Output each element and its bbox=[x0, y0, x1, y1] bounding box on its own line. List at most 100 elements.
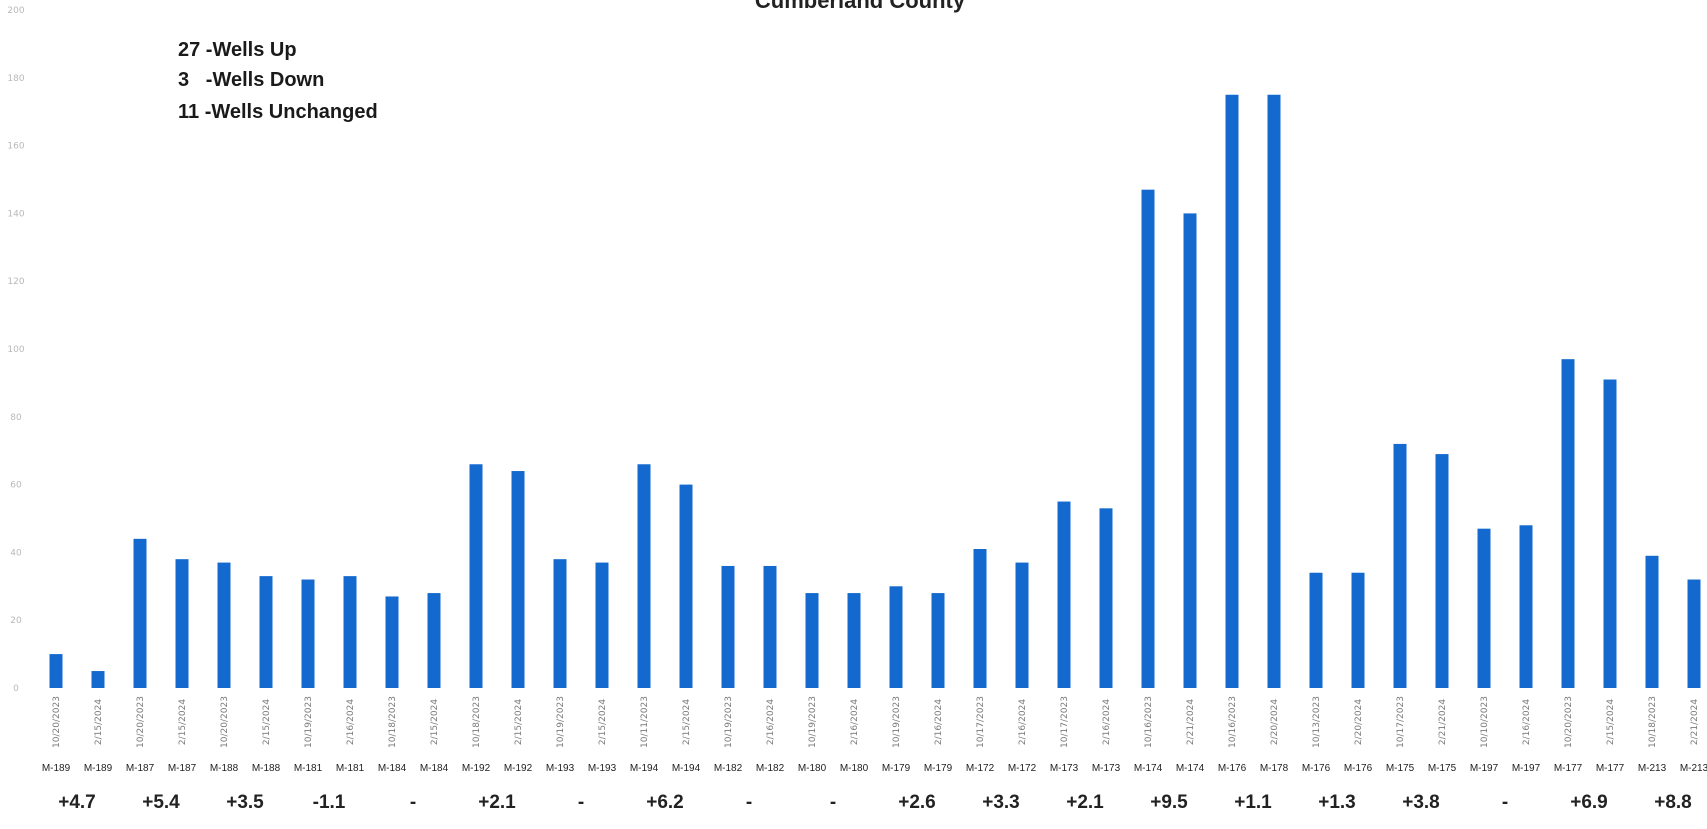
date-label: 2/15/2024 bbox=[1606, 699, 1616, 745]
well-label: M-180 bbox=[798, 763, 827, 774]
date-label: 10/18/2023 bbox=[472, 696, 482, 748]
date-label: 10/19/2023 bbox=[808, 696, 818, 748]
date-label: 10/18/2023 bbox=[388, 696, 398, 748]
bar bbox=[721, 565, 735, 688]
bar bbox=[217, 562, 231, 688]
change-label: +2.1 bbox=[1066, 792, 1104, 813]
bar bbox=[91, 671, 105, 688]
legend-wells-up: 27 -Wells Up bbox=[178, 39, 297, 61]
well-label: M-213 bbox=[1638, 763, 1667, 774]
change-label: - bbox=[410, 792, 416, 813]
legend-wells-down: 3 -Wells Down bbox=[178, 69, 324, 91]
bar bbox=[973, 549, 987, 688]
y-tick-label: 160 bbox=[7, 142, 24, 152]
bar bbox=[679, 484, 693, 688]
date-label: 10/17/2023 bbox=[976, 696, 986, 748]
bar bbox=[1099, 508, 1113, 688]
bar bbox=[1435, 454, 1449, 688]
date-label: 2/16/2024 bbox=[934, 699, 944, 745]
bar bbox=[301, 579, 315, 688]
y-tick-label: 120 bbox=[7, 277, 24, 287]
date-label: 10/17/2023 bbox=[1396, 696, 1406, 748]
date-label: 2/20/2024 bbox=[1270, 699, 1280, 745]
change-label: +4.7 bbox=[58, 792, 96, 813]
date-label: 10/16/2023 bbox=[1228, 696, 1238, 748]
well-label: M-189 bbox=[84, 763, 113, 774]
bar bbox=[1267, 94, 1281, 688]
change-label: -1.1 bbox=[313, 792, 346, 813]
well-label: M-172 bbox=[966, 763, 995, 774]
legend: 27 -Wells Up 3 -Wells Down 11 -Wells Unc… bbox=[178, 39, 378, 123]
change-label: +3.5 bbox=[226, 792, 264, 813]
bar bbox=[1519, 525, 1533, 688]
well-label: M-192 bbox=[504, 763, 533, 774]
well-label: M-180 bbox=[840, 763, 869, 774]
well-label: M-175 bbox=[1386, 763, 1415, 774]
bar bbox=[1141, 189, 1155, 689]
date-label: 2/15/2024 bbox=[682, 699, 692, 745]
date-label: 10/19/2023 bbox=[556, 696, 566, 748]
well-label: M-178 bbox=[1260, 763, 1289, 774]
bar bbox=[427, 593, 441, 688]
date-label: 2/16/2024 bbox=[850, 699, 860, 745]
well-label: M-172 bbox=[1008, 763, 1037, 774]
change-label: - bbox=[578, 792, 584, 813]
well-label: M-187 bbox=[126, 763, 155, 774]
well-label: M-194 bbox=[630, 763, 659, 774]
y-axis: 0 20 40 60 80 100 120 140 160 180 200 bbox=[7, 6, 24, 694]
well-label: M-176 bbox=[1302, 763, 1331, 774]
bar bbox=[259, 576, 273, 688]
change-label: - bbox=[830, 792, 836, 813]
well-label: M-176 bbox=[1218, 763, 1247, 774]
change-labels: +4.7 +5.4 +3.5 -1.1 - +2.1 - +6.2 - - +2.6 +3.3 +2.1… bbox=[58, 792, 1692, 813]
date-label: 2/15/2024 bbox=[262, 699, 272, 745]
bar bbox=[847, 593, 861, 688]
change-label: - bbox=[1502, 792, 1508, 813]
date-label: 2/16/2024 bbox=[766, 699, 776, 745]
well-label: M-182 bbox=[714, 763, 743, 774]
well-label: M-173 bbox=[1050, 763, 1079, 774]
y-tick-label: 200 bbox=[7, 6, 24, 16]
date-label: 2/16/2024 bbox=[1102, 699, 1112, 745]
date-label: 10/11/2023 bbox=[640, 696, 650, 748]
date-label: 10/20/2023 bbox=[52, 696, 62, 748]
bar bbox=[343, 576, 357, 688]
well-label: M-193 bbox=[588, 763, 617, 774]
date-label: 2/16/2024 bbox=[346, 699, 356, 745]
chart-title: Cumberland County bbox=[755, 0, 966, 13]
date-label: 10/20/2023 bbox=[1564, 696, 1574, 748]
bar bbox=[175, 559, 189, 688]
change-label: +3.3 bbox=[982, 792, 1020, 813]
well-label: M-184 bbox=[420, 763, 449, 774]
well-label: M-181 bbox=[336, 763, 365, 774]
date-label: 10/17/2023 bbox=[1060, 696, 1070, 748]
bar bbox=[805, 593, 819, 688]
bar bbox=[637, 464, 651, 688]
change-label: +8.8 bbox=[1654, 792, 1692, 813]
change-label: +1.1 bbox=[1234, 792, 1272, 813]
y-tick-label: 80 bbox=[10, 413, 22, 423]
date-label: 2/21/2024 bbox=[1438, 699, 1448, 745]
change-label: +6.2 bbox=[646, 792, 684, 813]
date-labels: 10/20/2023 2/15/2024 10/20/2023 2/15/2024 10… bbox=[52, 696, 1700, 748]
date-label: 2/15/2024 bbox=[598, 699, 608, 745]
bar bbox=[1603, 379, 1617, 688]
date-label: 10/20/2023 bbox=[220, 696, 230, 748]
well-label: M-187 bbox=[168, 763, 197, 774]
change-label: +3.8 bbox=[1402, 792, 1440, 813]
date-label: 2/15/2024 bbox=[178, 699, 188, 745]
bar bbox=[133, 538, 147, 688]
date-label: 10/18/2023 bbox=[1648, 696, 1658, 748]
date-label: 2/15/2024 bbox=[514, 699, 524, 745]
bar bbox=[469, 464, 483, 688]
well-label: M-177 bbox=[1554, 763, 1583, 774]
bar bbox=[595, 562, 609, 688]
bar bbox=[49, 654, 63, 688]
well-label: M-179 bbox=[882, 763, 911, 774]
well-label: M-175 bbox=[1428, 763, 1457, 774]
bar bbox=[511, 471, 525, 688]
bar bbox=[1645, 555, 1659, 688]
date-label: 10/16/2023 bbox=[1144, 696, 1154, 748]
well-label: M-188 bbox=[210, 763, 239, 774]
well-label: M-179 bbox=[924, 763, 953, 774]
